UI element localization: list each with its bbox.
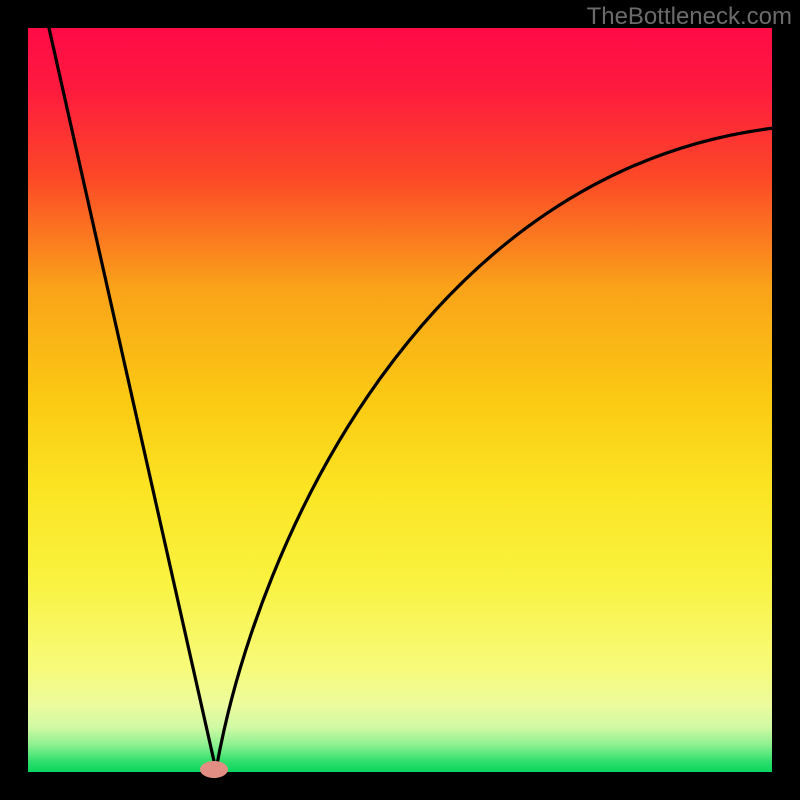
plot-area [28, 28, 772, 772]
watermark-text: TheBottleneck.com [587, 3, 792, 31]
dip-marker [200, 761, 228, 778]
chart-frame: TheBottleneck.com [0, 0, 800, 800]
